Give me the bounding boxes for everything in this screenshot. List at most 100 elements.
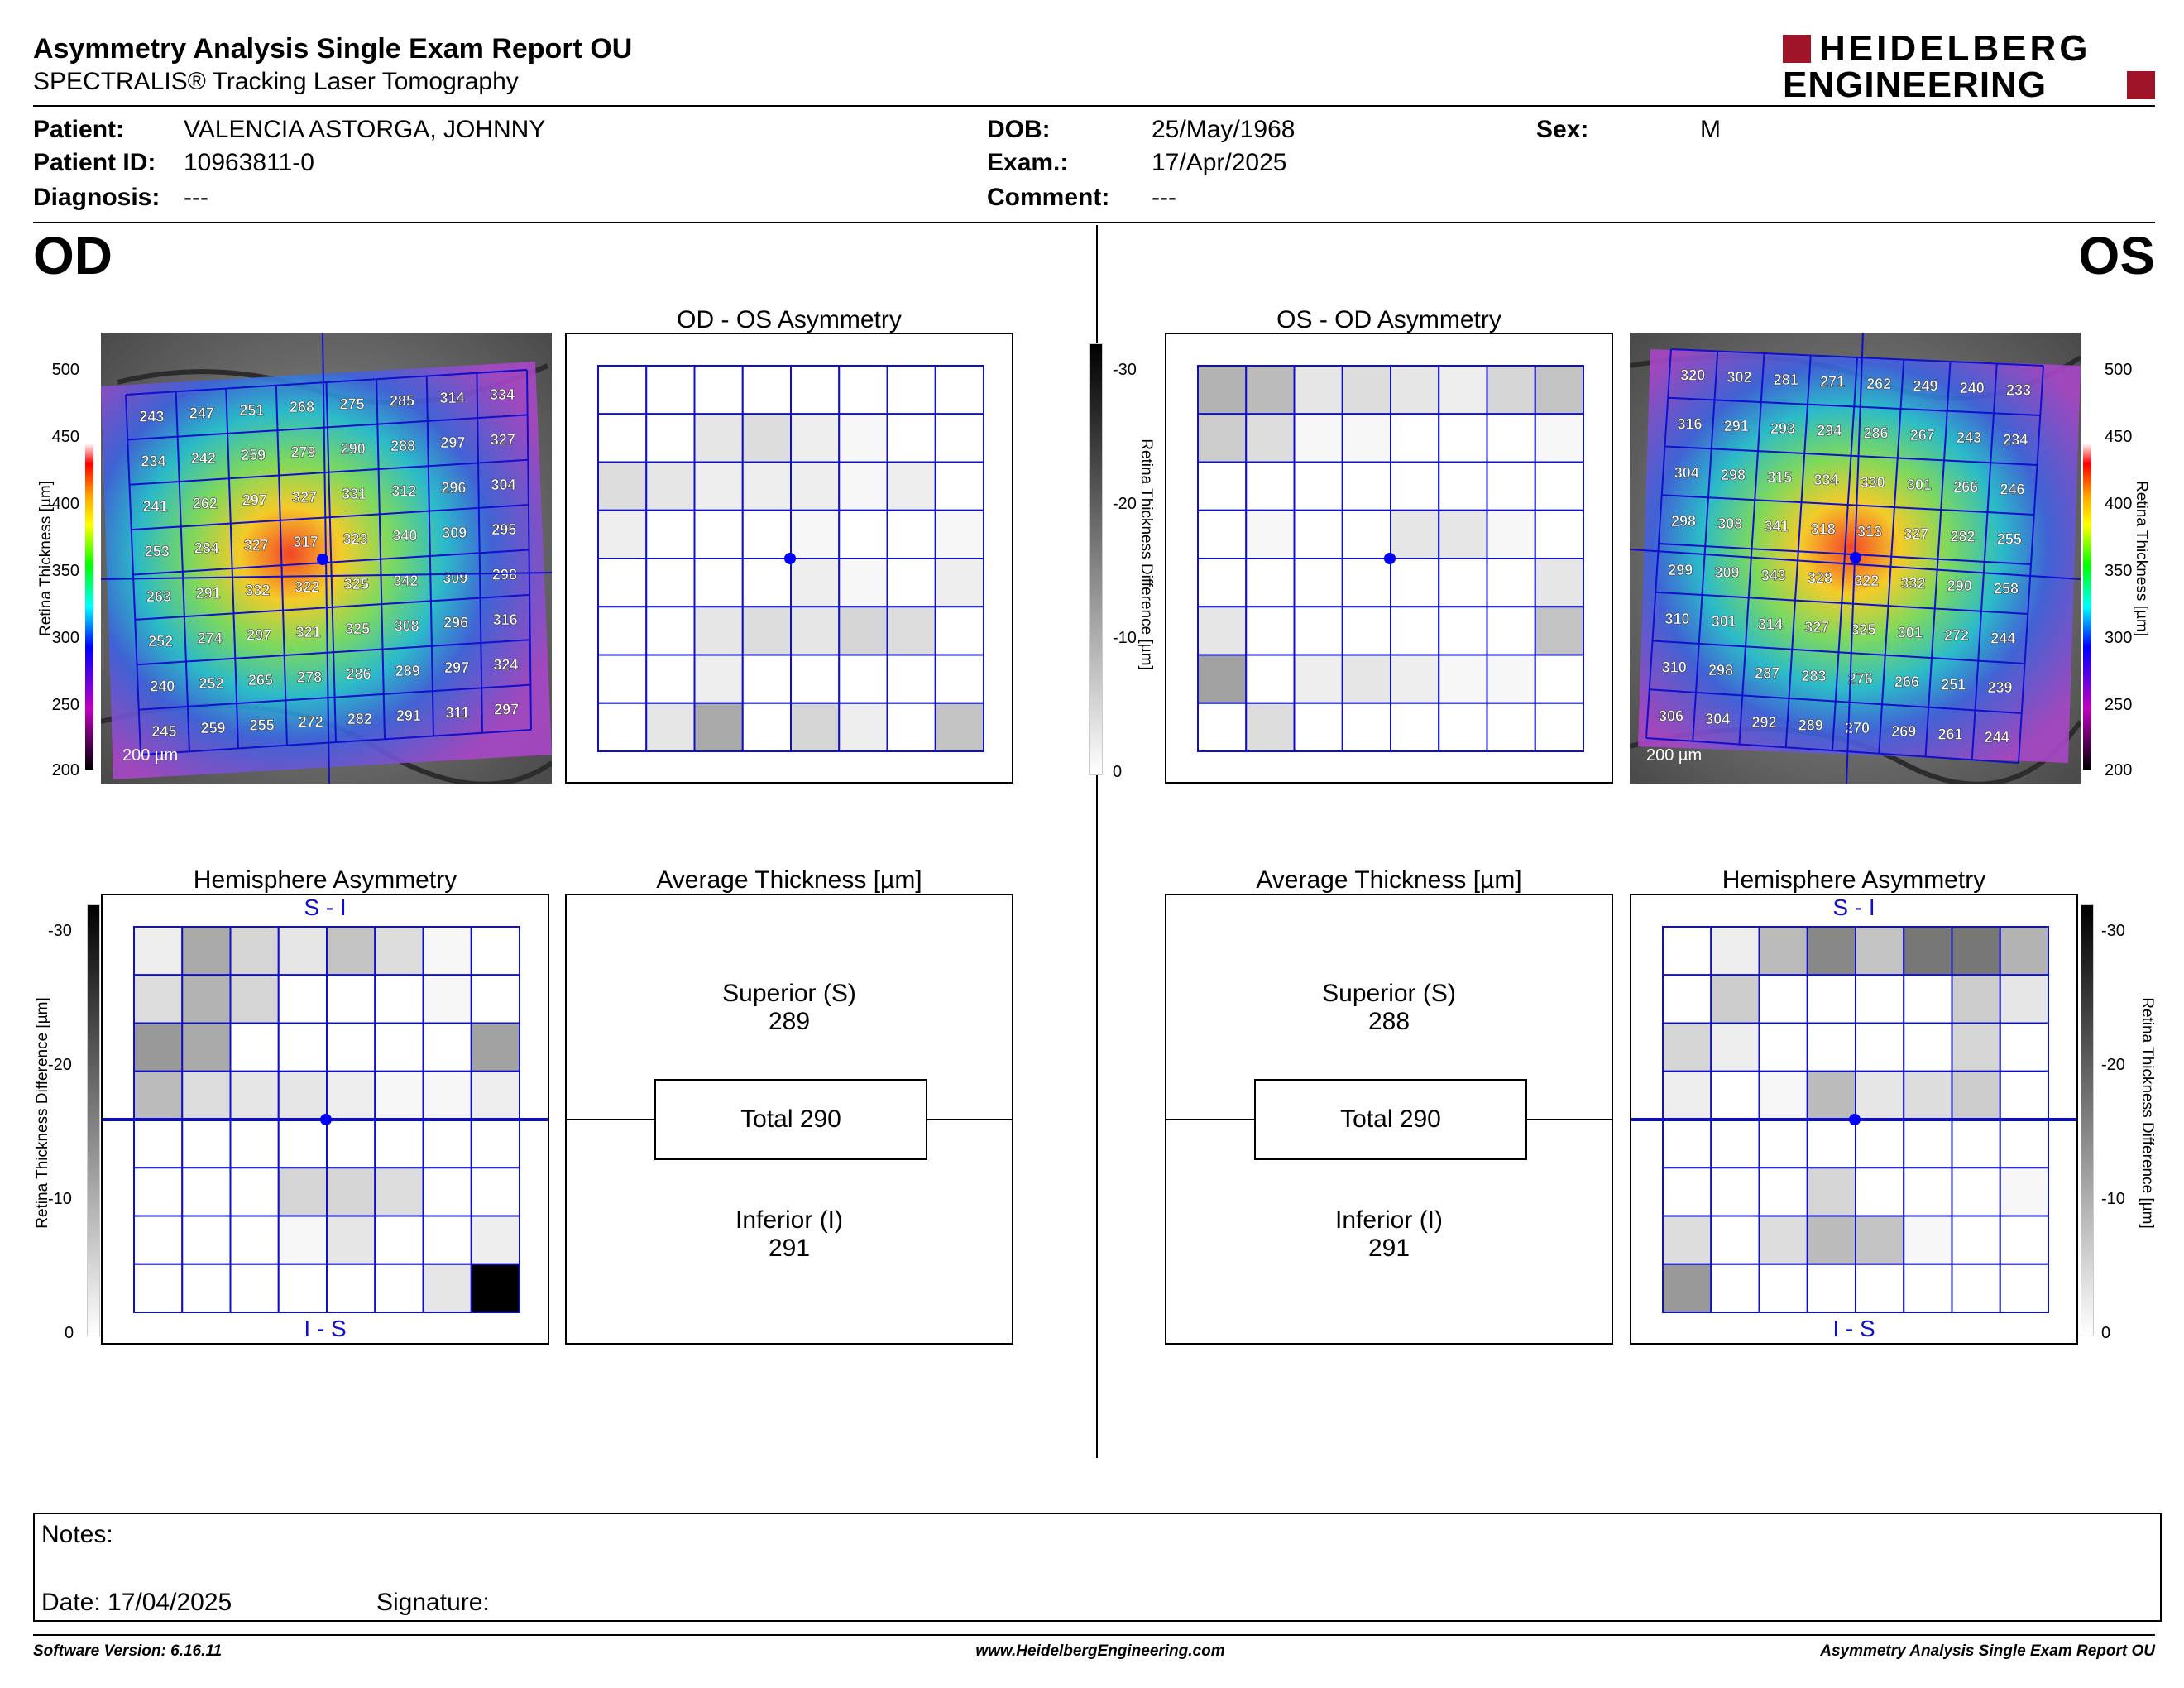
os-hemisphere-cell [1806,1022,1856,1072]
os-hemisphere-fovea [1849,1114,1861,1125]
od-total-box: Total 290 [654,1079,927,1160]
od-hemisphere-cell [326,1167,376,1217]
od-fundus-svg: 243 247 251 268 275 285 314 334 234 242 259 279 290 2… [100,332,553,787]
od-os-asymmetry-cell [741,702,792,752]
od-hemisphere-cell [422,1119,472,1169]
od-hemisphere-cell [326,926,376,976]
od-os-asymmetry-cell [886,509,936,559]
od-os-asymmetry-cell [645,509,696,559]
os-hemisphere-cell [1999,1167,2049,1217]
notes-box[interactable]: Notes: Date: 17/04/2025 Signature: [33,1513,2162,1622]
od-scale-bar-label: 200 µm [122,746,179,765]
notes-date: Date: 17/04/2025 [41,1589,232,1616]
os-thickness-value: 249 [1913,378,1937,395]
os-thickness-value: 310 [1662,659,1687,676]
os-total-label: Total 290 [1340,1105,1441,1133]
os-thickness-value: 282 [1950,528,1975,544]
tick: 200 [51,761,79,779]
od-hemisphere-cell [277,1119,328,1169]
os-hemisphere-cell [1999,1215,2049,1265]
os-od-asymmetry-cell [1486,702,1536,752]
os-hemisphere-cell [1855,1070,1905,1120]
od-os-asymmetry-cell [597,702,648,752]
center-diff-colorbar [1089,343,1103,775]
od-thickness-axis-label: Retina Thickness [µm] [37,481,55,636]
os-hemisphere-cell [1999,1263,2049,1313]
os-thickness-values: 320 302 281 271 262 249 240 233 316 291 293 294 286 2… [1659,367,2032,746]
od-hemisphere-cell [470,1263,520,1313]
os-thickness-value: 266 [1894,674,1919,690]
od-hemisphere-title: Hemisphere Asymmetry [193,866,457,894]
od-os-asymmetry-cell [645,413,696,463]
os-od-asymmetry-cell [1390,461,1440,511]
os-superior-label: Superior (S) [1322,980,1456,1007]
od-thickness-value: 327 [292,489,317,506]
os-od-asymmetry-cell [1390,413,1440,463]
footer-website[interactable]: www.HeidelbergEngineering.com [975,1642,1225,1660]
os-hemisphere-cell [1903,1022,1953,1072]
sex-label: Sex: [1536,116,1589,143]
os-od-asymmetry-cell [1245,413,1296,463]
od-os-asymmetry-cell [693,702,744,752]
os-hemisphere-svg [1631,926,2076,1313]
os-thickness-value: 298 [1721,467,1746,483]
od-hemisphere-cell [422,1070,472,1120]
od-thickness-value: 265 [248,672,273,688]
od-os-asymmetry-cell [790,606,841,656]
os-hemisphere-cell [1806,926,1856,976]
os-thickness-value: 306 [1659,707,1684,724]
od-hemisphere-cell [470,974,520,1024]
os-od-asymmetry-cell [1534,509,1584,559]
os-thickness-value: 239 [1987,679,2012,696]
os-hemisphere-cell [1951,1167,2001,1217]
os-thickness-grid-line [1878,359,1905,754]
os-hemisphere-cell [1710,1070,1760,1120]
os-hemisphere-cell [1710,974,1760,1024]
od-os-asymmetry-cell [741,461,792,511]
os-od-asymmetry-cell [1341,365,1391,415]
od-total-label: Total 290 [740,1105,841,1133]
od-thickness-value: 295 [491,521,516,538]
od-hemisphere-cell [181,1119,232,1169]
os-od-asymmetry-cell [1245,654,1296,704]
od-thickness-value: 291 [196,585,221,602]
os-thickness-value: 304 [1705,711,1730,727]
os-thickness-value: 325 [1851,621,1875,638]
od-os-asymmetry-svg [597,365,984,752]
od-hemisphere-panel: S - I I - S [101,894,549,1345]
os-od-asymmetry-cell [1341,509,1391,559]
os-hemisphere-cell [1758,926,1808,976]
od-os-asymmetry-cell [645,365,696,415]
os-od-asymmetry-cell [1534,702,1584,752]
os-thickness-grid [1645,348,2044,764]
od-hemisphere-cell [374,1215,424,1265]
os-thickness-value: 283 [1801,668,1826,684]
comment-label: Comment: [987,184,1110,211]
os-hemisphere-cell [1999,1119,2049,1169]
os-od-asymmetry-cell [1341,461,1391,511]
od-hemi-top-label: S - I [304,894,347,920]
od-os-asymmetry-cell [693,606,744,656]
od-thickness-grid-line [425,376,434,736]
od-os-asymmetry-cell [693,413,744,463]
od-os-asymmetry-cell [597,558,648,608]
logo-line-2: ENGINEERING [1783,65,2048,105]
os-hemisphere-cell [1758,1167,1808,1217]
os-hemisphere-cell [1951,1022,2001,1072]
os-hemisphere-cell [1855,1022,1905,1072]
os-hemi-tick: -20 [2101,1056,2125,1074]
os-hemisphere-cell [1806,1119,1856,1169]
os-thickness-value: 298 [1708,662,1733,679]
notes-signature: Signature: [376,1589,490,1616]
od-average-title: Average Thickness [µm] [656,866,922,894]
od-thickness-grid-line [138,683,531,711]
os-thickness-value: 291 [1724,418,1749,434]
od-thickness-value: 321 [296,624,321,640]
patient-id-value: 10963811-0 [184,149,314,176]
od-thickness-ticks: 500 450 400 350 300 250 200 [33,348,83,779]
os-od-asymmetry-cell [1438,702,1488,752]
od-thickness-value: 278 [297,669,322,685]
od-thickness-value: 298 [492,567,517,583]
od-hemisphere-cell [277,1215,328,1265]
od-average-line-left [567,1119,654,1120]
